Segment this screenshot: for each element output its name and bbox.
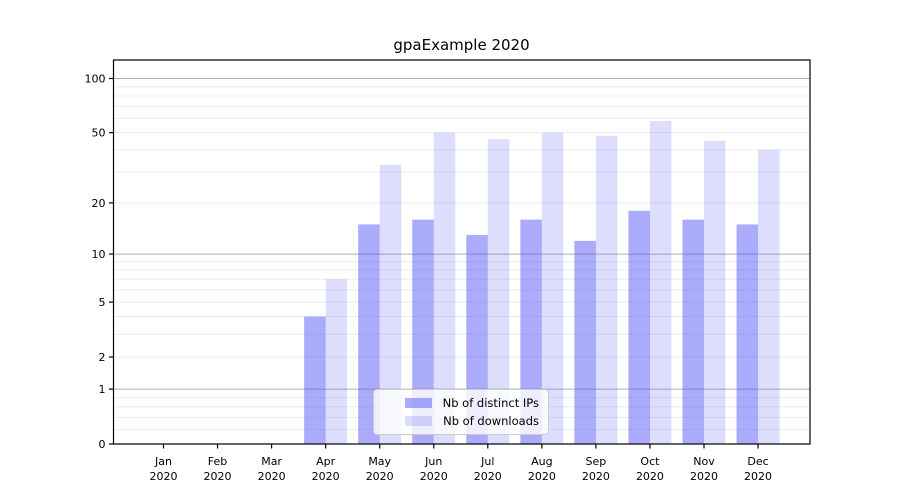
x-tick-label-month: Aug — [531, 455, 552, 468]
bar-distinct-ips-aug — [520, 219, 542, 444]
x-tick-label-month: Sep — [586, 455, 607, 468]
bar-distinct-ips-dec — [736, 224, 759, 444]
y-tick-label: 0 — [99, 438, 106, 451]
x-tick-label-month: May — [368, 455, 391, 468]
x-tick-label-year: 2020 — [744, 470, 772, 483]
x-tick-label-year: 2020 — [474, 470, 502, 483]
bar-distinct-ips-sep — [574, 240, 596, 444]
bar-downloads-nov — [704, 140, 726, 444]
x-tick-label-year: 2020 — [366, 470, 394, 483]
y-tick-label: 50 — [92, 127, 106, 140]
bar-downloads-oct — [649, 121, 672, 445]
x-tick-label-month: Nov — [693, 455, 715, 468]
legend-item-downloads: Nb of downloads — [386, 414, 539, 428]
x-tick-label-year: 2020 — [420, 470, 448, 483]
x-tick-label-month: Jul — [480, 455, 494, 468]
x-tick-label-year: 2020 — [636, 470, 664, 483]
x-tick-label-year: 2020 — [258, 470, 286, 483]
legend-label-downloads: Nb of downloads — [443, 414, 539, 428]
bar-downloads-may — [379, 164, 402, 444]
bar-downloads-sep — [595, 135, 618, 445]
x-tick-label-month: Jun — [424, 455, 442, 468]
bar-distinct-ips-nov — [682, 219, 704, 444]
y-tick-label: 10 — [92, 248, 106, 261]
x-tick-label-year: 2020 — [312, 470, 340, 483]
legend-swatch-distinct-ips — [404, 398, 432, 408]
y-tick-label: 5 — [99, 296, 106, 309]
legend-label-distinct-ips: Nb of distinct IPs — [442, 396, 539, 410]
x-tick-label-month: Mar — [261, 455, 282, 468]
chart-title: gpaExample 2020 — [393, 36, 530, 54]
y-tick-label: 2 — [99, 351, 106, 364]
x-tick-label-month: Feb — [208, 455, 227, 468]
x-tick-label-year: 2020 — [690, 470, 718, 483]
y-tick-label: 20 — [92, 197, 106, 210]
bar-downloads-dec — [758, 149, 780, 445]
legend-item-distinct-ips: Nb of distinct IPs — [386, 396, 539, 410]
bar-downloads-jul — [487, 139, 510, 445]
x-tick-label-month: Oct — [640, 455, 660, 468]
x-tick-label-month: Apr — [316, 455, 336, 468]
x-tick-label-year: 2020 — [582, 470, 610, 483]
bar-downloads-jun — [433, 132, 456, 444]
bar-distinct-ips-apr — [304, 316, 326, 444]
axes-spines — [112, 59, 811, 445]
bar-distinct-ips-oct — [628, 210, 650, 444]
x-tick-label-month: Dec — [747, 455, 768, 468]
x-tick-label-year: 2020 — [150, 470, 178, 483]
bar-distinct-ips-jun — [412, 219, 434, 444]
x-tick-label-year: 2020 — [204, 470, 232, 483]
x-tick-label-year: 2020 — [528, 470, 556, 483]
bar-downloads-aug — [541, 132, 564, 444]
legend-swatch-downloads — [405, 416, 433, 426]
y-tick-label: 1 — [99, 383, 106, 396]
y-tick-label: 100 — [85, 72, 106, 85]
bar-downloads-apr — [325, 279, 348, 444]
legend: Nb of distinct IPs Nb of downloads — [373, 389, 549, 435]
x-tick-label-month: Jan — [154, 455, 172, 468]
